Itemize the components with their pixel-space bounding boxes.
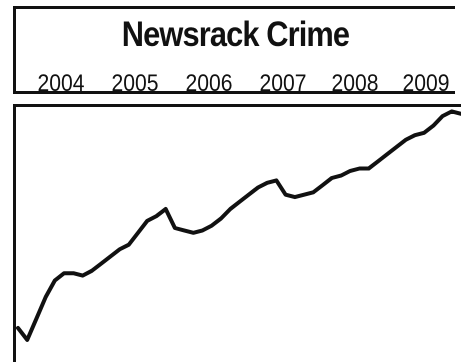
chart-title: Newsrack Crime <box>121 15 350 54</box>
year-axis: 2004 2005 2006 2007 2008 2009 <box>3 72 461 102</box>
x-tick-label: 2007 <box>259 70 307 97</box>
x-tick-label: 2008 <box>331 70 379 97</box>
series-line <box>16 109 461 342</box>
x-tick-label: 2005 <box>111 70 159 97</box>
x-tick-label: 2009 <box>402 70 450 97</box>
x-tick-label: 2004 <box>37 70 85 97</box>
x-tick-label: 2006 <box>185 70 233 97</box>
line-chart <box>16 109 461 342</box>
plot-area <box>13 104 461 362</box>
chart-header: Newsrack Crime 2004 2005 2006 2007 2008 … <box>13 6 455 96</box>
